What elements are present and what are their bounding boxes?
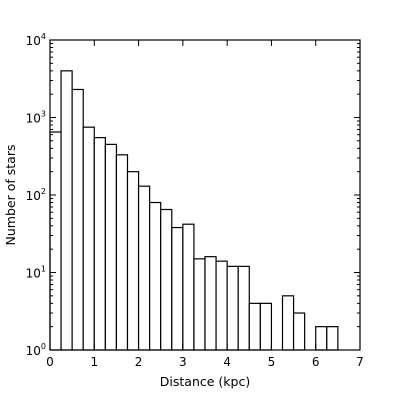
- x-tick-label: 1: [90, 355, 98, 369]
- histogram-bar: [193, 258, 206, 351]
- histogram-bar: [248, 302, 261, 351]
- histogram-bar: [60, 70, 73, 351]
- y-tick-label: 102: [26, 187, 46, 203]
- histogram-bar: [215, 260, 228, 351]
- x-tick-label: 2: [135, 355, 143, 369]
- y-tick-label: 100: [26, 342, 46, 358]
- x-tick-label: 7: [356, 355, 364, 369]
- histogram-bar: [182, 223, 195, 351]
- x-tick-label: 3: [179, 355, 187, 369]
- histogram-bar: [204, 256, 217, 351]
- histogram-bar: [82, 126, 95, 351]
- x-tick-label: 5: [268, 355, 276, 369]
- histogram-bar: [281, 295, 295, 351]
- histogram-bar: [259, 302, 273, 351]
- histogram-bar: [115, 154, 129, 351]
- y-tick-label: 104: [26, 32, 46, 48]
- y-axis-label: Number of stars: [3, 145, 18, 246]
- histogram-bar: [237, 265, 250, 351]
- histogram-bar: [171, 226, 184, 351]
- histogram-bar: [71, 88, 84, 351]
- histogram-bar: [126, 171, 140, 351]
- histogram-bar: [160, 208, 173, 351]
- y-tick-label: 103: [26, 110, 46, 126]
- plot-frame: [49, 39, 361, 351]
- histogram-bar: [292, 312, 306, 351]
- x-axis-label: Distance (kpc): [160, 374, 250, 389]
- histogram-bar: [326, 326, 339, 351]
- histogram-bar: [49, 131, 62, 351]
- x-tick-label: 0: [46, 355, 54, 369]
- histogram-bar: [315, 326, 328, 351]
- histogram-bar: [93, 137, 106, 351]
- histogram-bars: [49, 70, 339, 351]
- histogram-bar: [137, 185, 151, 351]
- x-tick-label: 6: [312, 355, 320, 369]
- y-tick-labels: 100 101 102 103 104: [26, 32, 46, 358]
- x-tick-label: 4: [223, 355, 231, 369]
- x-tick-labels: 0 1 2 3 4 5 6 7: [46, 355, 364, 369]
- histogram-bar: [149, 201, 162, 351]
- histogram-bar: [104, 143, 118, 351]
- histogram-bar: [226, 265, 239, 351]
- y-tick-label: 101: [26, 265, 46, 281]
